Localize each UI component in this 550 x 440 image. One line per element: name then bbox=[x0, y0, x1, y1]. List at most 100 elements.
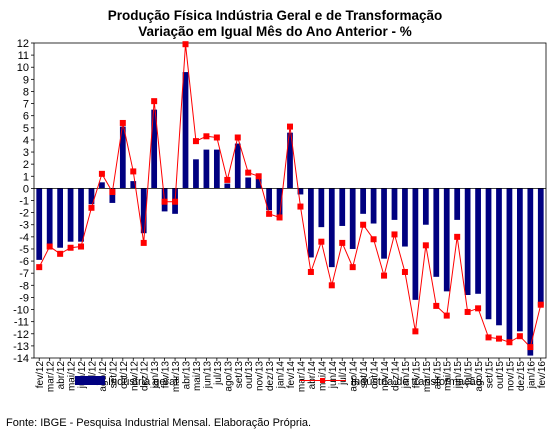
bar-industria-geral bbox=[475, 188, 481, 294]
x-tick-label: jan/15 bbox=[401, 361, 412, 390]
x-tick-label: ago/14 bbox=[349, 361, 360, 392]
x-tick-label: out/14 bbox=[370, 361, 381, 389]
marker-industria-transformacao bbox=[360, 221, 367, 228]
x-tick-label: ago/15 bbox=[474, 361, 485, 392]
y-tick-label: -6 bbox=[19, 256, 29, 268]
x-tick-label: jun/15 bbox=[453, 361, 464, 390]
y-tick-label: 8 bbox=[23, 86, 29, 98]
bar-industria-geral bbox=[182, 72, 189, 189]
bar-industria-geral bbox=[151, 109, 158, 189]
x-tick-label: jul/13 bbox=[213, 361, 224, 386]
bar-industria-geral bbox=[339, 188, 346, 226]
marker-industria-transformacao bbox=[339, 239, 346, 246]
x-tick-label: jul/12 bbox=[87, 361, 98, 386]
marker-industria-transformacao bbox=[266, 210, 273, 217]
bar-industria-geral bbox=[287, 132, 293, 189]
marker-industria-transformacao bbox=[130, 168, 137, 175]
x-tick-label: abr/14 bbox=[307, 361, 318, 390]
bar-industria-geral bbox=[234, 143, 241, 189]
bar-industria-geral bbox=[193, 159, 199, 189]
x-tick-label: jan/14 bbox=[276, 361, 287, 390]
marker-industria-transformacao bbox=[276, 214, 283, 221]
marker-industria-transformacao bbox=[328, 282, 335, 289]
bar-industria-geral bbox=[119, 126, 126, 189]
x-tick-label: jun/13 bbox=[202, 361, 213, 390]
y-tick-label: 6 bbox=[23, 111, 29, 123]
marker-industria-transformacao bbox=[140, 239, 147, 246]
y-tick-label: 4 bbox=[23, 135, 29, 147]
marker-industria-transformacao bbox=[412, 328, 419, 335]
bar-industria-geral bbox=[57, 188, 63, 248]
y-tick-label: 7 bbox=[23, 99, 29, 111]
bar-industria-geral bbox=[46, 188, 53, 245]
y-tick-label: 2 bbox=[23, 159, 29, 171]
marker-industria-transformacao bbox=[516, 333, 523, 340]
y-tick-label: 0 bbox=[23, 183, 29, 195]
marker-industria-transformacao bbox=[537, 301, 544, 308]
chart-subtitle: Variação em Igual Mês do Ano Anterior - … bbox=[138, 24, 412, 39]
marker-industria-transformacao bbox=[255, 173, 262, 180]
bar-industria-geral bbox=[433, 188, 440, 277]
bar-industria-geral bbox=[255, 178, 262, 189]
marker-industria-transformacao bbox=[109, 189, 116, 196]
bar-industria-geral bbox=[224, 183, 231, 189]
x-tick-label: mar/14 bbox=[296, 361, 307, 393]
legend-swatch-marker bbox=[320, 378, 325, 383]
y-tick-label: -10 bbox=[13, 305, 29, 317]
marker-industria-transformacao bbox=[151, 98, 158, 105]
marker-industria-transformacao bbox=[527, 344, 534, 351]
marker-industria-transformacao bbox=[224, 176, 231, 183]
x-tick-label: set/14 bbox=[359, 361, 370, 389]
marker-industria-transformacao bbox=[172, 198, 179, 205]
bar-industria-geral bbox=[140, 188, 147, 234]
y-tick-label: 5 bbox=[23, 123, 29, 135]
marker-industria-transformacao bbox=[78, 243, 85, 250]
y-tick-label: -7 bbox=[19, 268, 29, 280]
source-note: Fonte: IBGE - Pesquisa Industrial Mensal… bbox=[6, 417, 312, 429]
marker-industria-transformacao bbox=[203, 133, 210, 140]
bar-industria-geral bbox=[297, 188, 304, 195]
marker-industria-transformacao bbox=[422, 242, 429, 249]
bar-industria-geral bbox=[412, 188, 419, 300]
marker-industria-transformacao bbox=[119, 119, 126, 126]
marker-industria-transformacao bbox=[307, 268, 314, 275]
marker-industria-transformacao bbox=[297, 203, 304, 210]
x-tick-label: dez/14 bbox=[390, 361, 401, 391]
bar-industria-geral bbox=[370, 188, 377, 224]
marker-industria-transformacao bbox=[454, 233, 461, 240]
bar-industria-geral bbox=[276, 188, 283, 216]
bar-industria-geral bbox=[88, 188, 95, 205]
bar-industria-geral bbox=[318, 188, 325, 228]
x-tick-label: out/12 bbox=[119, 361, 130, 389]
x-tick-label: abr/12 bbox=[56, 361, 67, 390]
x-tick-label: jun/12 bbox=[77, 361, 88, 390]
x-tick-label: jul/15 bbox=[464, 361, 475, 386]
marker-industria-transformacao bbox=[475, 305, 482, 312]
marker-industria-transformacao bbox=[245, 169, 252, 176]
bar-industria-geral bbox=[506, 188, 513, 342]
marker-industria-transformacao bbox=[161, 198, 168, 205]
marker-industria-transformacao bbox=[506, 339, 513, 346]
bar-industria-geral bbox=[36, 188, 43, 260]
marker-industria-transformacao bbox=[182, 41, 189, 48]
bar-industria-geral bbox=[328, 188, 335, 268]
y-tick-label: -2 bbox=[19, 208, 29, 220]
x-tick-label: dez/13 bbox=[265, 361, 276, 391]
x-tick-label: out/13 bbox=[244, 361, 255, 389]
bar-industria-geral bbox=[67, 188, 74, 242]
marker-industria-transformacao bbox=[213, 134, 220, 141]
marker-industria-transformacao bbox=[36, 264, 43, 271]
bar-industria-geral bbox=[391, 188, 398, 220]
bar-industria-geral bbox=[213, 149, 220, 189]
x-tick-label: dez/15 bbox=[516, 361, 527, 391]
x-tick-label: mar/15 bbox=[422, 361, 433, 393]
y-tick-label: -9 bbox=[19, 292, 29, 304]
x-tick-label: nov/15 bbox=[505, 361, 516, 391]
x-tick-label: mai/13 bbox=[192, 361, 203, 391]
line-series bbox=[36, 41, 544, 351]
bar-industria-geral bbox=[349, 188, 356, 249]
marker-industria-transformacao bbox=[370, 236, 377, 243]
marker-industria-transformacao bbox=[318, 238, 325, 245]
x-tick-label: fev/15 bbox=[411, 361, 422, 389]
